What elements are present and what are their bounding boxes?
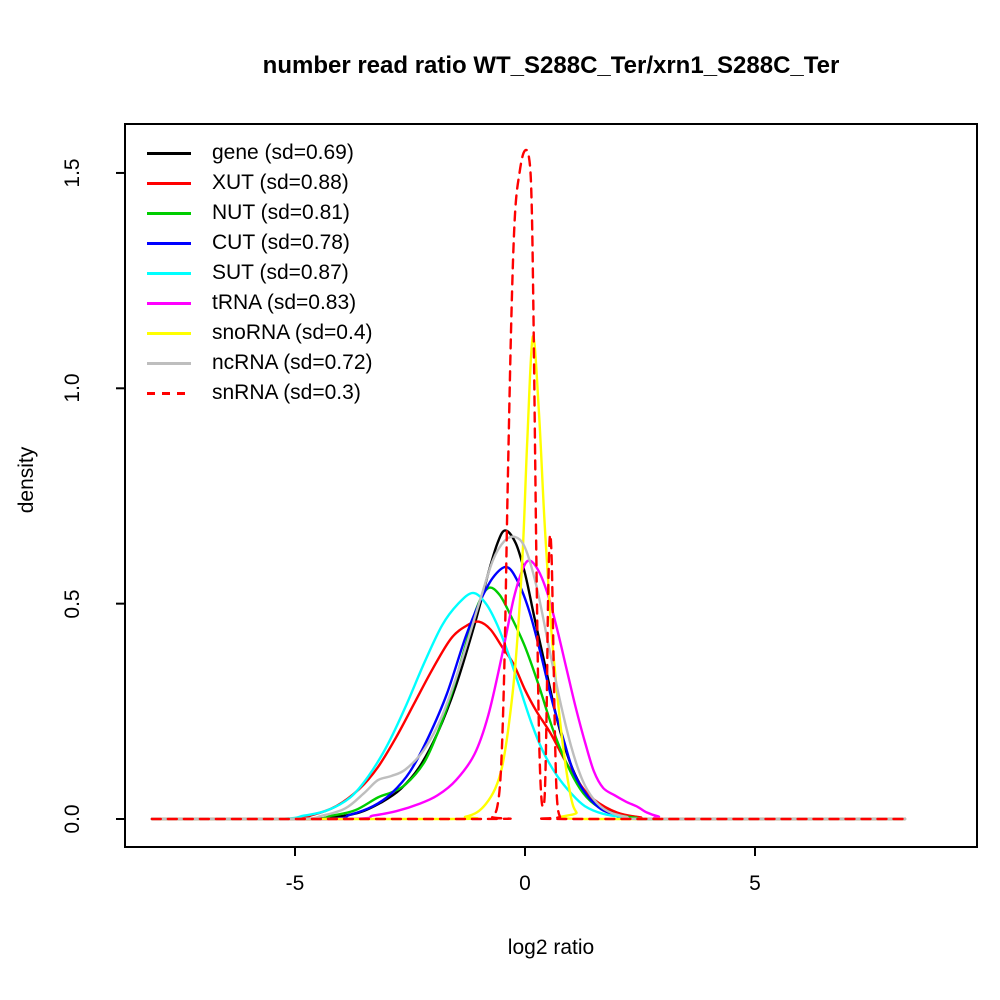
legend-label-tRNA: tRNA (sd=0.83): [212, 291, 357, 314]
legend-key-line-snoRNA: [147, 331, 191, 335]
x-tick-label-2: 5: [749, 872, 761, 895]
x-tick-label-0: -5: [285, 872, 305, 895]
legend-label-snRNA: snRNA (sd=0.3): [212, 381, 361, 404]
legend-label-XUT: XUT (sd=0.88): [212, 171, 349, 194]
legend-label-snoRNA: snoRNA (sd=0.4): [212, 321, 373, 344]
legend-item-SUT: SUT (sd=0.87): [147, 258, 373, 288]
legend-item-snRNA: snRNA (sd=0.3): [147, 378, 373, 408]
density-curve-SUT: [150, 591, 907, 821]
legend-item-XUT: XUT (sd=0.88): [147, 168, 373, 198]
y-tick-label-2: 1.0: [61, 373, 84, 403]
legend-label-gene: gene (sd=0.69): [212, 141, 354, 164]
density-curve-NUT: [150, 586, 907, 821]
y-tick-label-0: 0.0: [61, 804, 84, 834]
legend-key-line-XUT: [147, 181, 191, 185]
y-axis-label: density: [15, 446, 38, 514]
plot-box: [124, 123, 978, 848]
legend-key-line-tRNA: [147, 301, 191, 305]
x-tick-label-1: 0: [519, 872, 531, 895]
density-curve-tRNA: [150, 559, 907, 821]
y-tick-label-1: 0.5: [61, 589, 84, 619]
legend-key-line-ncRNA: [147, 361, 191, 365]
x-axis-label: log2 ratio: [507, 936, 595, 959]
legend-key-line-SUT: [147, 271, 191, 275]
legend-label-CUT: CUT (sd=0.78): [212, 231, 350, 254]
density-curve-snRNA: [150, 148, 907, 821]
legend-label-ncRNA: ncRNA (sd=0.72): [212, 351, 373, 374]
legend-item-CUT: CUT (sd=0.78): [147, 228, 373, 258]
density-curve-gene: [150, 529, 907, 821]
density-curve-CUT: [150, 565, 907, 821]
legend-item-NUT: NUT (sd=0.81): [147, 198, 373, 228]
legend-key-line-gene: [147, 151, 191, 155]
legend-item-snoRNA: snoRNA (sd=0.4): [147, 318, 373, 348]
legend-key-line-snRNA: [147, 391, 191, 395]
legend-item-ncRNA: ncRNA (sd=0.72): [147, 348, 373, 378]
density-curve-XUT: [150, 620, 907, 821]
legend-item-gene: gene (sd=0.69): [147, 138, 373, 168]
legend-label-SUT: SUT (sd=0.87): [212, 261, 349, 284]
legend-key-line-CUT: [147, 241, 191, 245]
legend-label-NUT: NUT (sd=0.81): [212, 201, 350, 224]
chart-title: number read ratio WT_S288C_Ter/xrn1_S288…: [262, 52, 840, 79]
y-tick-label-3: 1.5: [61, 158, 84, 188]
legend-item-tRNA: tRNA (sd=0.83): [147, 288, 373, 318]
density-curve-ncRNA: [150, 535, 907, 821]
legend-key-line-NUT: [147, 211, 191, 215]
legend: gene (sd=0.69) XUT (sd=0.88) NUT (sd=0.81)…: [147, 138, 373, 408]
density-curve-snoRNA: [150, 335, 907, 821]
